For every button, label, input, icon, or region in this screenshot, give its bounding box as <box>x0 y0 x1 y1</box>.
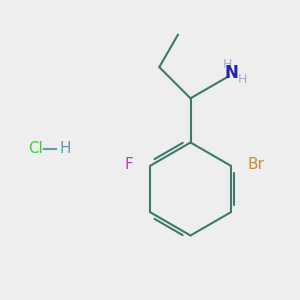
Text: N: N <box>225 64 239 82</box>
Text: H: H <box>238 73 247 86</box>
Text: Cl: Cl <box>28 141 44 156</box>
Text: H: H <box>223 58 232 71</box>
Text: Br: Br <box>247 157 264 172</box>
Text: H: H <box>59 141 71 156</box>
Text: F: F <box>125 157 134 172</box>
